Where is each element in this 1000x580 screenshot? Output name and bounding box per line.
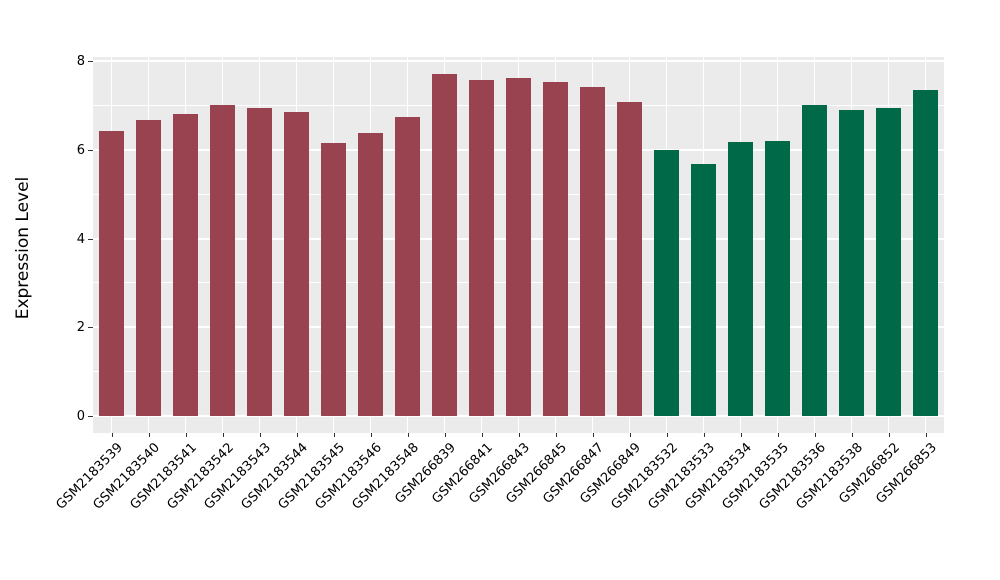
y-tick-label-8: 8	[76, 54, 85, 69]
bar-GSM2183536	[802, 105, 827, 416]
y-tick-2	[88, 327, 93, 329]
bar-GSM2183540	[136, 120, 161, 416]
x-tick-GSM266847	[592, 433, 594, 437]
bar-GSM2183538	[839, 109, 864, 416]
y-tick-4	[88, 238, 93, 240]
y-tick-label-0: 0	[76, 409, 85, 424]
bar-GSM2183546	[358, 132, 383, 416]
x-tick-GSM2183538	[851, 433, 853, 437]
x-tick-GSM2183541	[185, 433, 187, 437]
x-tick-GSM2183544	[296, 433, 298, 437]
bar-GSM266839	[432, 74, 457, 416]
y-tick-6	[88, 149, 93, 151]
bar-GSM266849	[617, 102, 642, 416]
y-tick-label-2: 2	[76, 320, 85, 336]
x-tick-GSM266845	[555, 433, 557, 437]
bar-GSM266845	[543, 81, 568, 416]
x-tick-GSM266852	[888, 433, 890, 437]
bar-GSM266853	[913, 90, 938, 416]
bar-GSM2183532	[654, 150, 679, 416]
bar-GSM2183535	[765, 140, 790, 416]
bar-GSM2183544	[284, 112, 309, 416]
y-tick-label-6: 6	[76, 142, 85, 158]
x-tick-GSM2183533	[703, 433, 705, 437]
x-tick-GSM2183540	[148, 433, 150, 437]
bar-GSM2183533	[691, 163, 716, 416]
x-tick-GSM2183532	[666, 433, 668, 437]
x-tick-GSM266839	[444, 433, 446, 437]
x-tick-GSM2183546	[370, 433, 372, 437]
x-tick-GSM266849	[629, 433, 631, 437]
bar-GSM266847	[580, 86, 605, 416]
bar-GSM2183541	[173, 113, 198, 416]
bar-GSM2183534	[728, 142, 753, 416]
bar-GSM2183548	[395, 117, 420, 416]
x-tick-GSM2183536	[814, 433, 816, 437]
x-tick-GSM2183535	[777, 433, 779, 437]
y-tick-label-4: 4	[76, 231, 85, 247]
y-tick-0	[88, 416, 93, 417]
x-tick-GSM2183548	[407, 433, 409, 437]
bar-GSM2183543	[247, 108, 272, 416]
x-tick-GSM2183543	[259, 433, 261, 437]
y-tick-8	[88, 61, 93, 62]
y-axis-title: Expression Level	[13, 176, 33, 320]
bar-GSM2183539	[99, 131, 124, 416]
x-tick-GSM2183542	[222, 433, 224, 437]
plot-panel	[93, 57, 944, 433]
bar-GSM266843	[506, 77, 531, 416]
x-tick-GSM266853	[925, 433, 927, 437]
x-tick-GSM2183534	[740, 433, 742, 437]
x-tick-GSM2183545	[333, 433, 335, 437]
x-tick-GSM266841	[481, 433, 483, 437]
x-tick-GSM2183539	[111, 433, 113, 437]
x-tick-GSM266843	[518, 433, 520, 437]
bar-GSM266841	[469, 79, 494, 416]
bar-GSM2183545	[321, 142, 346, 416]
bar-GSM266852	[876, 107, 901, 416]
bar-GSM2183542	[210, 104, 235, 416]
